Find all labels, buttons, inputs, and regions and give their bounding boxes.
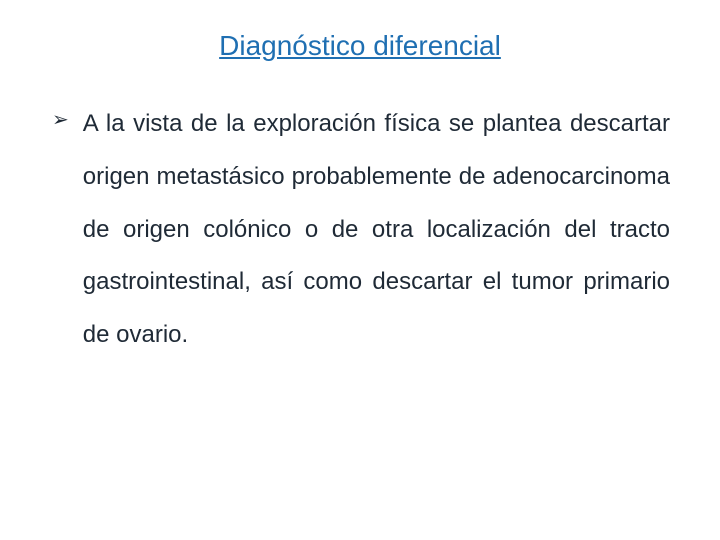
bullet-marker: ➢ — [50, 98, 83, 142]
slide: Diagnóstico diferencial ➢ A la vista de … — [0, 0, 720, 540]
bullet-item: ➢ A la vista de la exploración física se… — [50, 98, 670, 362]
slide-title: Diagnóstico diferencial — [50, 30, 670, 62]
bullet-text: A la vista de la exploración física se p… — [83, 98, 670, 362]
